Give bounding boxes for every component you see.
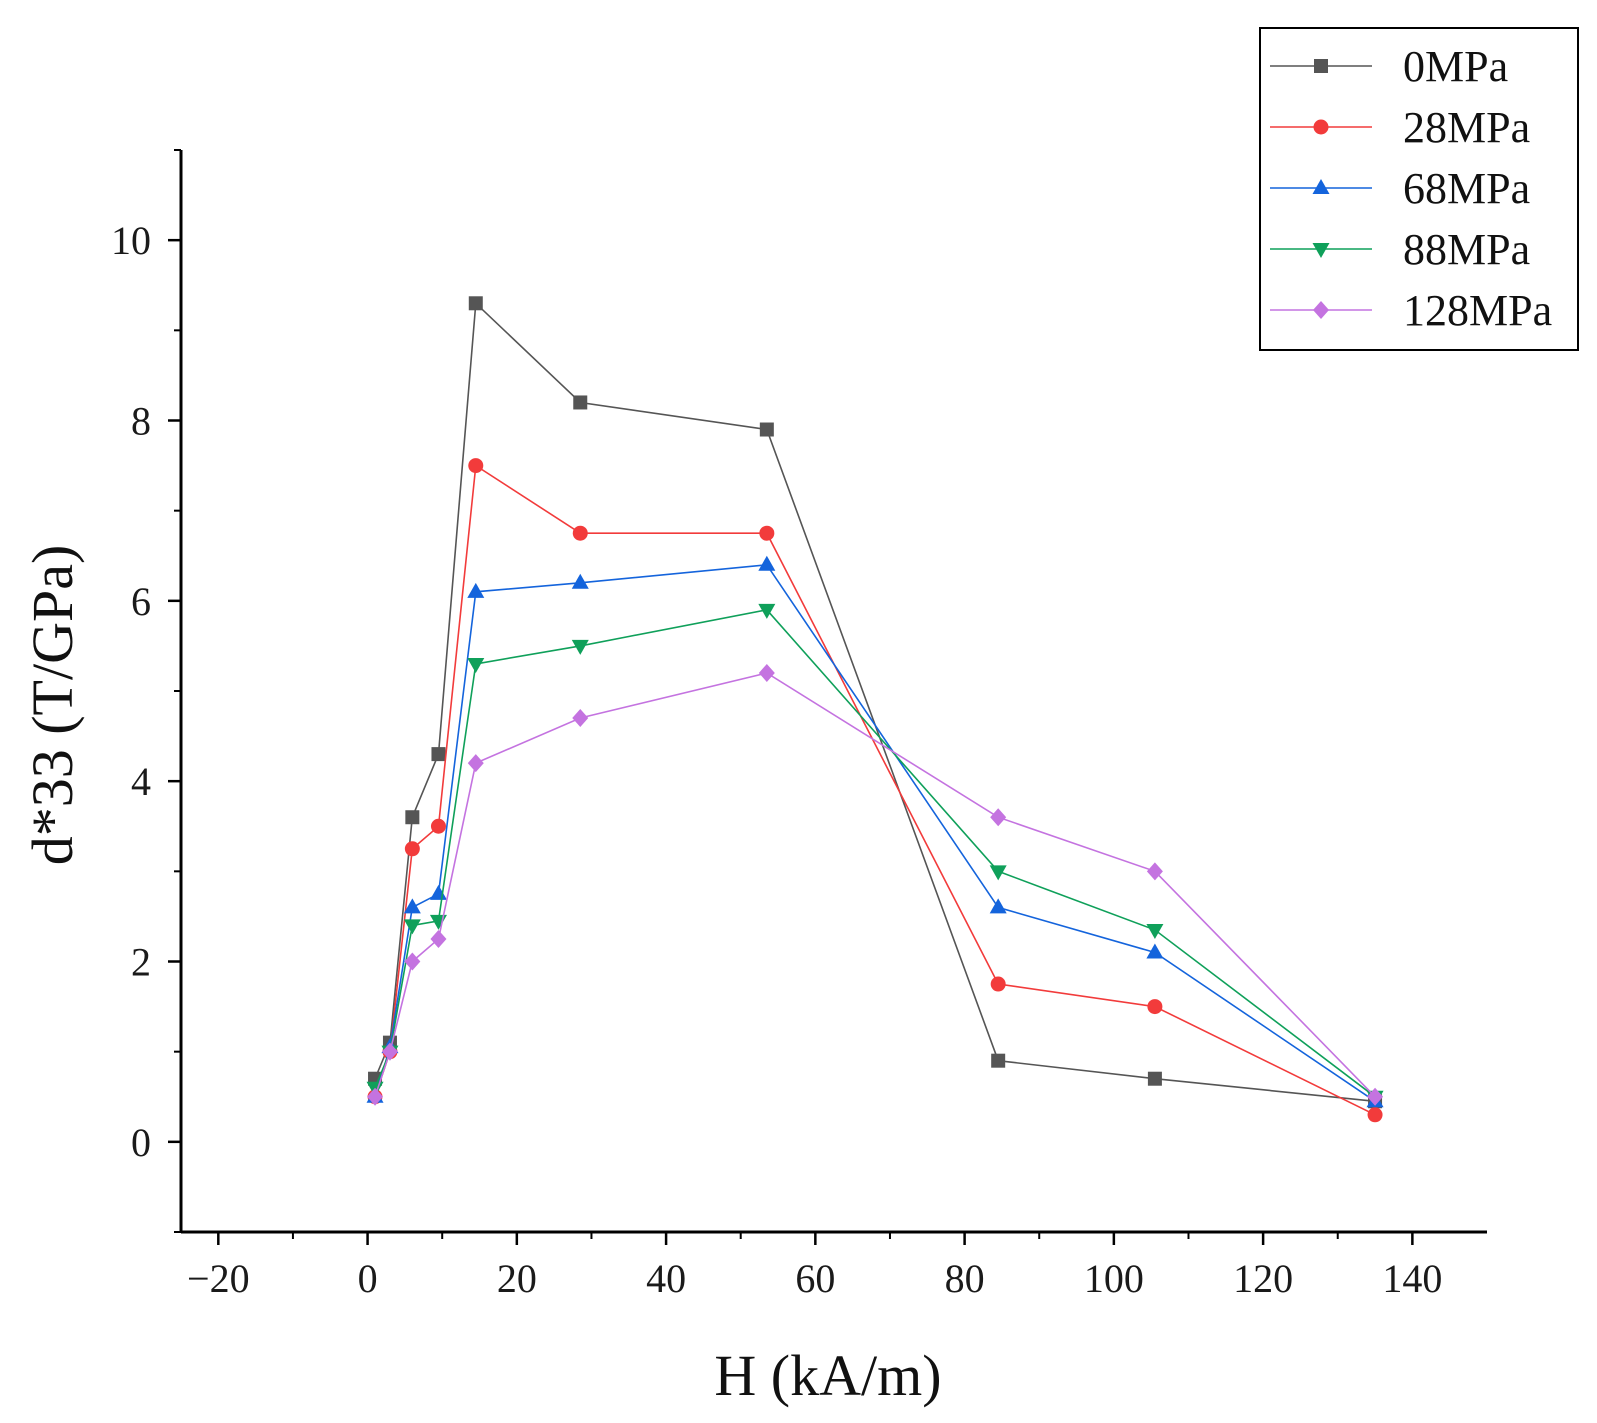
data-point [573, 395, 588, 410]
data-point [759, 422, 774, 437]
data-point [467, 657, 485, 673]
x-tick-label: 140 [1382, 1256, 1442, 1301]
data-point [468, 296, 483, 311]
data-point [990, 976, 1006, 992]
series-line [374, 301, 1376, 1103]
data-point [991, 1053, 1006, 1068]
x-tick-label: 0 [358, 1256, 378, 1301]
data-point [1147, 1071, 1162, 1086]
data-point [430, 929, 447, 948]
series-68MPa [366, 555, 1384, 1108]
legend-label: 68MPa [1403, 164, 1530, 213]
y-tick-label: 8 [131, 399, 151, 444]
data-point [758, 603, 776, 619]
data-point [1147, 999, 1163, 1015]
data-point [572, 525, 588, 541]
data-point [1367, 1107, 1383, 1123]
legend-item: 88MPa [1270, 225, 1530, 274]
data-point [429, 884, 447, 900]
data-point [367, 1087, 384, 1106]
axes: −20 0 20 40 60 80 100 120 140 0 2 4 6 8 10 [111, 149, 1487, 1301]
y-tick-label: 6 [131, 579, 151, 624]
data-point [1146, 862, 1163, 881]
data-point [1146, 943, 1164, 959]
data-point [403, 919, 421, 935]
y-tick-label: 0 [131, 1120, 151, 1165]
data-point [758, 555, 776, 571]
series-128MPa [367, 663, 1384, 1106]
data-point [759, 525, 775, 541]
series-line [374, 672, 1376, 1098]
series-line [374, 563, 1376, 1102]
legend-item: 0MPa [1270, 42, 1508, 91]
data-point [572, 709, 589, 728]
data-point [467, 582, 485, 598]
data-point [758, 663, 775, 682]
legend-label: 88MPa [1403, 225, 1530, 274]
data-point [571, 639, 589, 655]
data-point [405, 810, 420, 825]
legend-marker [1313, 301, 1329, 319]
y-tick-label: 4 [131, 759, 151, 804]
data-point [381, 1042, 398, 1061]
legend-marker [1313, 119, 1329, 135]
legend-marker [1314, 59, 1328, 73]
series-group [366, 296, 1384, 1123]
data-point [467, 754, 484, 773]
data-point [1367, 1087, 1384, 1106]
data-point [990, 808, 1007, 827]
x-tick-label: 40 [646, 1256, 686, 1301]
x-tick-label: 100 [1084, 1256, 1144, 1301]
data-point [430, 818, 446, 834]
x-tick-label: 80 [945, 1256, 985, 1301]
series-line [374, 608, 1376, 1098]
legend-item: 28MPa [1270, 103, 1530, 152]
legend-item: 68MPa [1270, 164, 1530, 213]
x-tick-label: −20 [187, 1256, 250, 1301]
series-line [374, 464, 1376, 1116]
x-tick-label: 120 [1233, 1256, 1293, 1301]
legend-marker [1312, 243, 1330, 258]
series-88MPa [366, 603, 1384, 1106]
legend: 0MPa 28MPa 68MPa 88MPa 128MPa [1259, 27, 1579, 351]
legend-label: 0MPa [1403, 42, 1508, 91]
data-point [468, 458, 484, 474]
y-axis-title: d*33 (T/GPa) [20, 545, 85, 866]
data-point [431, 747, 446, 762]
x-axis-title: H (kA/m) [714, 1343, 941, 1408]
legend-label: 28MPa [1403, 103, 1530, 152]
x-tick-label: 20 [497, 1256, 537, 1301]
y-tick-label: 10 [111, 218, 151, 263]
data-point [404, 841, 420, 857]
legend-label: 128MPa [1403, 286, 1552, 335]
data-point [403, 898, 421, 914]
series-28MPa [367, 458, 1383, 1123]
legend-box [1259, 27, 1579, 351]
data-point [1146, 923, 1164, 939]
x-tick-label: 60 [795, 1256, 835, 1301]
data-point [989, 865, 1007, 881]
data-point [989, 898, 1007, 914]
data-point [404, 952, 421, 971]
legend-item: 128MPa [1270, 286, 1552, 335]
legend-marker [1312, 179, 1330, 194]
data-point [571, 573, 589, 589]
y-tick-label: 2 [131, 940, 151, 985]
